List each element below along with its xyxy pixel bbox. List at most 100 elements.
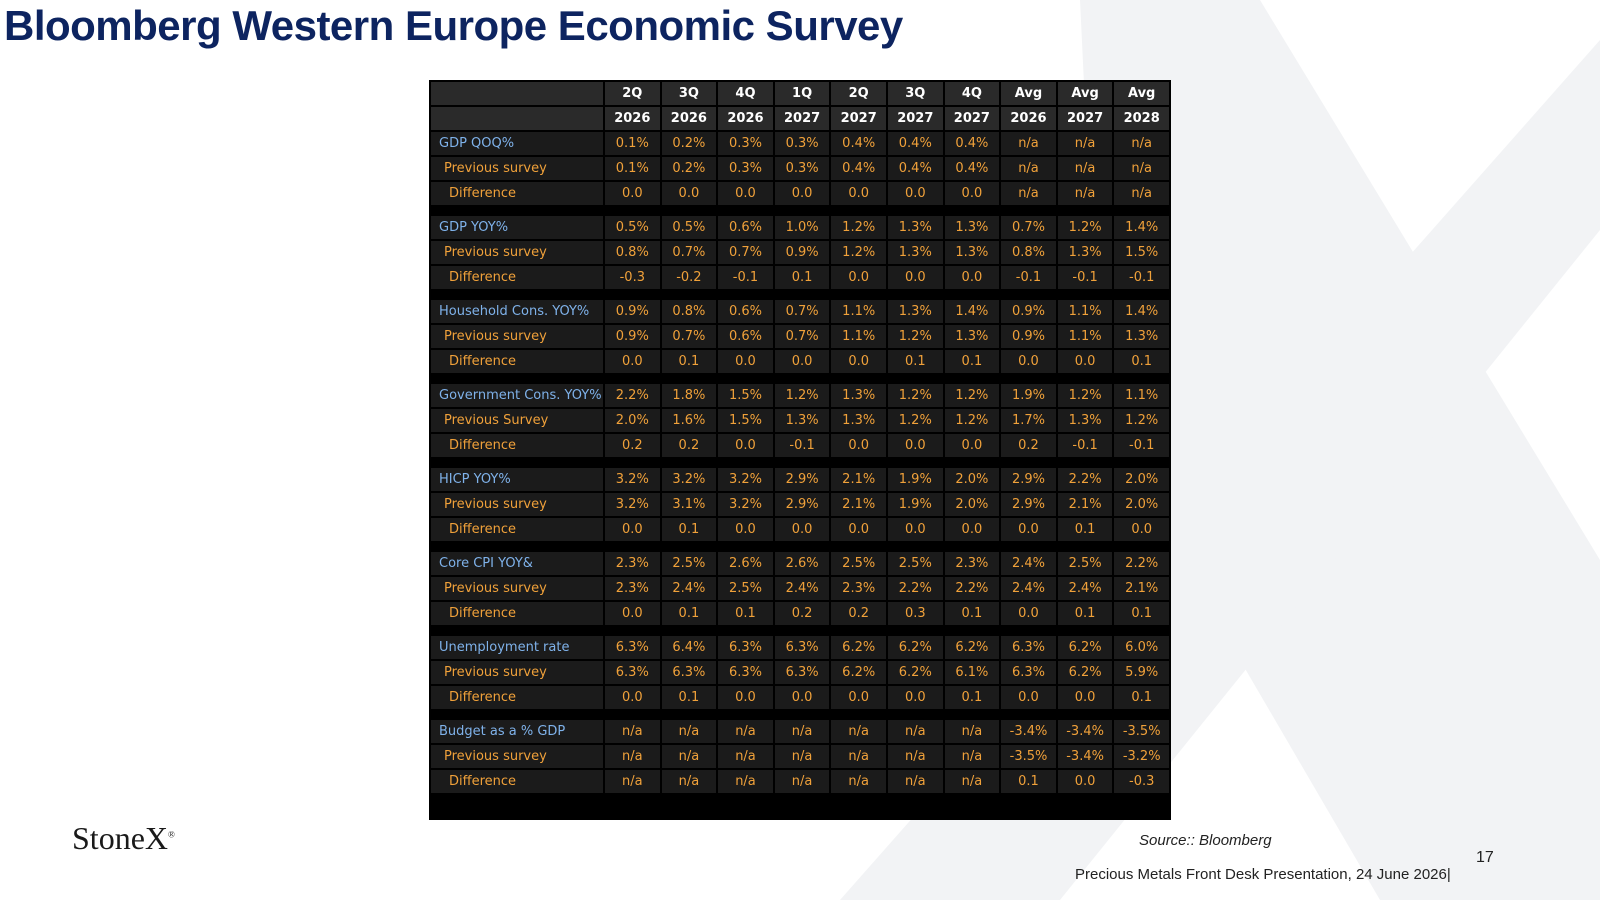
source: Source:: Bloomberg <box>1139 832 1272 849</box>
value-cell: 0.0 <box>888 686 943 709</box>
value-cell: n/a <box>718 770 773 793</box>
row-label: Previous survey <box>431 745 603 768</box>
value-cell: 1.8% <box>661 384 717 407</box>
value-cell: n/a <box>1001 157 1056 180</box>
value-cell: 0.2% <box>661 157 717 180</box>
value-cell: n/a <box>718 745 773 768</box>
value-cell: -0.1 <box>1114 266 1169 289</box>
value-cell: 0.0 <box>605 602 660 625</box>
value-cell: n/a <box>1057 157 1113 180</box>
value-cell: n/a <box>774 770 830 793</box>
column-period: Avg <box>1057 82 1113 105</box>
value-cell: 0.2 <box>831 602 886 625</box>
value-cell: 0.8% <box>661 300 717 323</box>
value-cell: 3.1% <box>661 493 717 516</box>
value-cell: 0.1 <box>888 350 943 373</box>
value-cell: 0.0 <box>888 266 943 289</box>
value-cell: 0.0 <box>1001 350 1056 373</box>
value-cell: 2.4% <box>1057 577 1113 600</box>
row-label: Previous Survey <box>431 409 603 432</box>
value-cell: 1.4% <box>1114 216 1169 239</box>
value-cell: 0.0 <box>605 686 660 709</box>
value-cell: n/a <box>1114 157 1169 180</box>
value-cell: 0.8% <box>605 241 660 264</box>
value-cell: 0.1 <box>661 602 717 625</box>
value-cell: 2.6% <box>774 552 830 575</box>
value-cell: 0.5% <box>661 216 717 239</box>
row-label: Difference <box>431 518 603 541</box>
value-cell: 1.2% <box>944 384 1000 407</box>
column-period: 3Q <box>888 82 943 105</box>
logo: StoneX® <box>72 820 175 857</box>
value-cell: 0.0 <box>774 350 830 373</box>
value-cell: 0.0 <box>888 182 943 205</box>
value-cell: 0.3% <box>718 132 773 155</box>
value-cell: n/a <box>831 770 886 793</box>
value-cell: n/a <box>1057 182 1113 205</box>
value-cell: -3.4% <box>1057 720 1113 743</box>
value-cell: 1.1% <box>831 325 886 348</box>
value-cell: 0.0 <box>944 518 1000 541</box>
value-cell: 0.0 <box>774 686 830 709</box>
value-cell: 0.5% <box>605 216 660 239</box>
value-cell: 0.3% <box>774 157 830 180</box>
column-period: 2Q <box>605 82 660 105</box>
value-cell: 0.0 <box>718 182 773 205</box>
value-cell: -0.3 <box>605 266 660 289</box>
value-cell: 6.2% <box>888 661 943 684</box>
value-cell: 0.0 <box>718 518 773 541</box>
value-cell: 6.3% <box>605 661 660 684</box>
value-cell: -0.1 <box>1057 434 1113 457</box>
value-cell: n/a <box>605 745 660 768</box>
value-cell: 0.4% <box>888 132 943 155</box>
value-cell: 1.2% <box>774 384 830 407</box>
value-cell: 6.2% <box>831 636 886 659</box>
column-period: 4Q <box>944 82 1000 105</box>
value-cell: 0.7% <box>774 325 830 348</box>
value-cell: 1.2% <box>1057 216 1113 239</box>
row-label: GDP QOQ% <box>431 132 603 155</box>
row-label: Core CPI YOY& <box>431 552 603 575</box>
value-cell: 2.0% <box>1114 468 1169 491</box>
row-label: Previous survey <box>431 241 603 264</box>
value-cell: n/a <box>774 745 830 768</box>
presentation-footer: Precious Metals Front Desk Presentation,… <box>1075 866 1451 883</box>
value-cell: 2.4% <box>1001 577 1056 600</box>
value-cell: 2.2% <box>888 577 943 600</box>
value-cell: 1.2% <box>888 384 943 407</box>
value-cell: 0.1 <box>774 266 830 289</box>
value-cell: 1.4% <box>1114 300 1169 323</box>
row-label: Difference <box>431 434 603 457</box>
value-cell: 1.5% <box>718 409 773 432</box>
value-cell: -0.1 <box>1001 266 1056 289</box>
value-cell: 0.0 <box>605 350 660 373</box>
column-period: 2Q <box>831 82 886 105</box>
value-cell: 6.3% <box>1001 661 1056 684</box>
value-cell: 0.0 <box>718 350 773 373</box>
value-cell: 1.1% <box>1057 325 1113 348</box>
value-cell: 0.1 <box>944 686 1000 709</box>
value-cell: 0.2 <box>774 602 830 625</box>
title: Bloomberg Western Europe Economic Survey <box>4 2 903 49</box>
value-cell: n/a <box>944 770 1000 793</box>
value-cell: 6.0% <box>1114 636 1169 659</box>
value-cell: -0.2 <box>661 266 717 289</box>
value-cell: 0.0 <box>605 518 660 541</box>
row-label: Difference <box>431 686 603 709</box>
value-cell: 0.7% <box>718 241 773 264</box>
value-cell: n/a <box>888 770 943 793</box>
value-cell: 0.7% <box>661 241 717 264</box>
value-cell: 1.9% <box>888 468 943 491</box>
value-cell: 1.9% <box>888 493 943 516</box>
value-cell: 0.4% <box>831 157 886 180</box>
row-label: HICP YOY% <box>431 468 603 491</box>
value-cell: 0.0 <box>831 350 886 373</box>
value-cell: n/a <box>944 720 1000 743</box>
value-cell: n/a <box>888 745 943 768</box>
value-cell: 0.0 <box>831 686 886 709</box>
value-cell: 1.3% <box>944 216 1000 239</box>
value-cell: 2.4% <box>774 577 830 600</box>
value-cell: 2.4% <box>661 577 717 600</box>
value-cell: 5.9% <box>1114 661 1169 684</box>
value-cell: 0.0 <box>831 266 886 289</box>
